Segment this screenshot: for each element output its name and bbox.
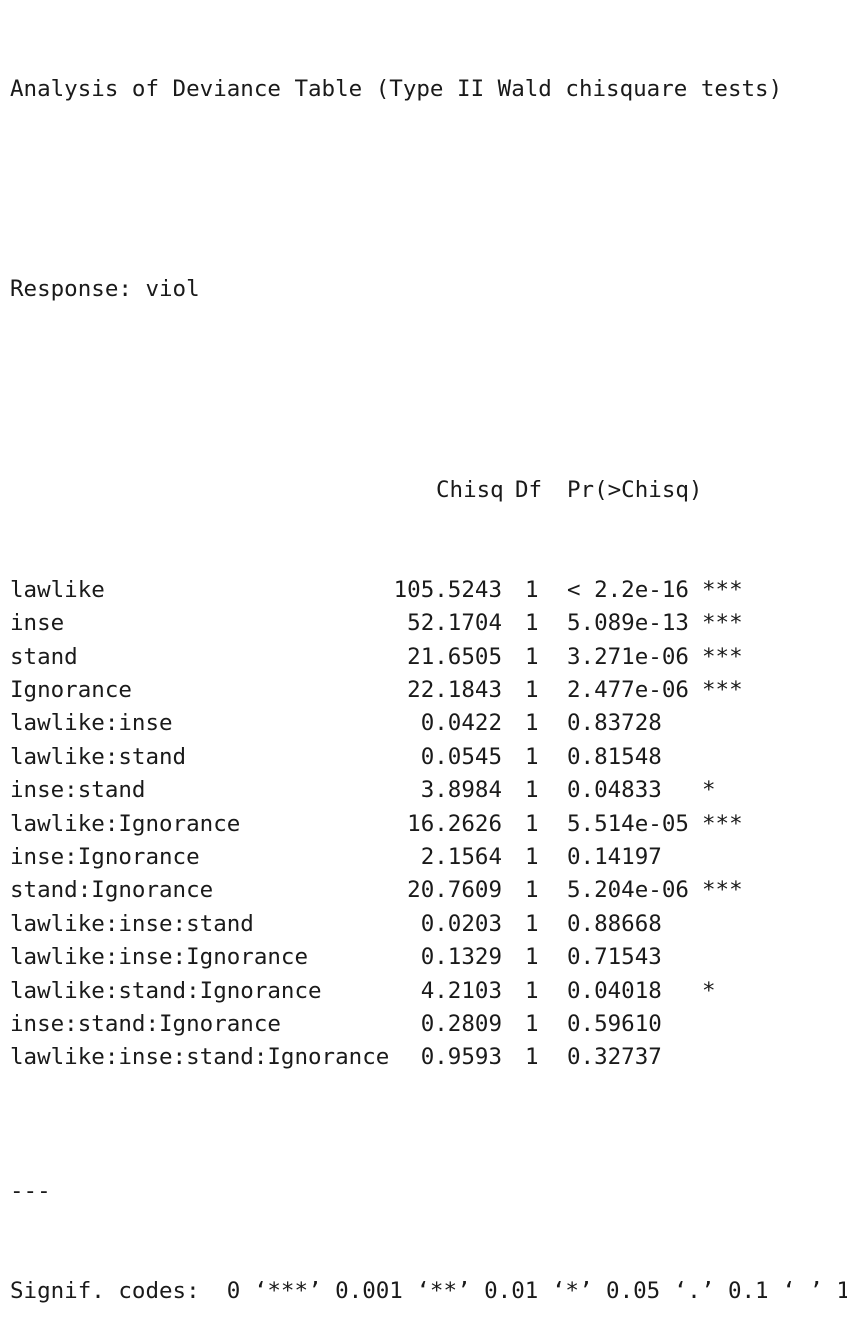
- row-significance: ***: [702, 810, 743, 837]
- row-pvalue: 2.477e-06: [567, 677, 689, 704]
- row-chisq: 0.0203: [420, 910, 502, 937]
- row-chisq: 16.2626: [407, 810, 502, 837]
- table-row: stand:Ignorance 20.7609 1 5.204e-06 ***: [10, 874, 840, 907]
- row-df: 1: [525, 677, 539, 704]
- row-pvalue: 5.204e-06: [567, 877, 689, 904]
- table-row: lawlike:inse 0.0422 1 0.83728: [10, 707, 840, 740]
- row-pvalue: 5.514e-05: [567, 810, 689, 837]
- row-chisq: 2.1564: [420, 843, 502, 870]
- row-chisq: 22.1843: [407, 677, 502, 704]
- row-chisq: 20.7609: [407, 877, 502, 904]
- table-row: lawlike:inse:Ignorance 0.1329 1 0.71543: [10, 941, 840, 974]
- row-df: 1: [525, 910, 539, 937]
- row-pvalue: < 2.2e-16: [567, 576, 689, 603]
- row-pvalue: 0.88668: [567, 910, 662, 937]
- row-significance: ***: [702, 677, 743, 704]
- row-chisq: 0.0545: [420, 743, 502, 770]
- table-row: lawlike:Ignorance 16.2626 1 5.514e-05 ***: [10, 808, 840, 841]
- row-df: 1: [525, 777, 539, 804]
- table-row: inse:stand:Ignorance 0.2809 1 0.59610: [10, 1008, 840, 1041]
- table-row: lawlike:stand:Ignorance 4.2103 1 0.04018 *: [10, 975, 840, 1008]
- header-df: Df: [515, 476, 543, 503]
- table-row: inse:Ignorance 2.1564 1 0.14197: [10, 841, 840, 874]
- row-chisq: 3.8984: [420, 777, 502, 804]
- row-term: inse:stand:Ignorance: [10, 1010, 281, 1037]
- row-pvalue: 0.14197: [567, 843, 662, 870]
- row-significance: ***: [702, 576, 743, 603]
- row-significance: ***: [702, 610, 743, 637]
- row-term: stand: [10, 643, 78, 670]
- row-pvalue: 5.089e-13: [567, 610, 689, 637]
- row-chisq: 52.1704: [407, 610, 502, 637]
- row-term: lawlike:Ignorance: [10, 810, 241, 837]
- table-row: lawlike:inse:stand 0.0203 1 0.88668: [10, 908, 840, 941]
- table-row: inse 52.1704 1 5.089e-13 ***: [10, 607, 840, 640]
- row-term: lawlike: [10, 576, 105, 603]
- row-df: 1: [525, 610, 539, 637]
- row-df: 1: [525, 843, 539, 870]
- table-header-row: Chisq Df Pr(>Chisq): [10, 474, 840, 507]
- row-chisq: 0.9593: [420, 1044, 502, 1071]
- table-title: Analysis of Deviance Table (Type II Wald…: [10, 75, 783, 102]
- row-df: 1: [525, 710, 539, 737]
- row-term: lawlike:inse: [10, 710, 173, 737]
- row-term: inse:stand: [10, 777, 146, 804]
- table-row: stand 21.6505 1 3.271e-06 ***: [10, 641, 840, 674]
- row-significance: *: [702, 777, 716, 804]
- row-pvalue: 0.04833: [567, 777, 662, 804]
- row-term: lawlike:inse:stand: [10, 910, 254, 937]
- row-df: 1: [525, 810, 539, 837]
- row-pvalue: 0.04018: [567, 977, 662, 1004]
- anova-table: Chisq Df Pr(>Chisq) lawlike 105.5243 1 < 2.…: [10, 407, 840, 1075]
- row-term: Ignorance: [10, 677, 132, 704]
- row-df: 1: [525, 944, 539, 971]
- row-pvalue: 3.271e-06: [567, 643, 689, 670]
- table-row: inse:stand 3.8984 1 0.04833 *: [10, 774, 840, 807]
- row-chisq: 21.6505: [407, 643, 502, 670]
- row-df: 1: [525, 576, 539, 603]
- row-term: stand:Ignorance: [10, 877, 214, 904]
- row-chisq: 0.0422: [420, 710, 502, 737]
- row-chisq: 0.1329: [420, 944, 502, 971]
- row-term: lawlike:inse:Ignorance: [10, 944, 309, 971]
- header-chisq: Chisq: [436, 476, 504, 503]
- table-row: lawlike 105.5243 1 < 2.2e-16 ***: [10, 574, 840, 607]
- row-chisq: 105.5243: [393, 576, 502, 603]
- separator-line: ---: [10, 1177, 51, 1204]
- row-df: 1: [525, 1044, 539, 1071]
- row-pvalue: 0.59610: [567, 1010, 662, 1037]
- row-significance: ***: [702, 643, 743, 670]
- row-term: inse:Ignorance: [10, 843, 200, 870]
- response-line: Response: viol: [10, 276, 200, 303]
- table-row: Ignorance 22.1843 1 2.477e-06 ***: [10, 674, 840, 707]
- signif-codes: Signif. codes: 0 ‘***’ 0.001 ‘**’ 0.01 ‘…: [10, 1278, 847, 1305]
- row-df: 1: [525, 1010, 539, 1037]
- row-df: 1: [525, 643, 539, 670]
- table-row: lawlike:stand 0.0545 1 0.81548: [10, 741, 840, 774]
- row-term: lawlike:stand:Ignorance: [10, 977, 322, 1004]
- row-pvalue: 0.32737: [567, 1044, 662, 1071]
- row-df: 1: [525, 877, 539, 904]
- row-significance: *: [702, 977, 716, 1004]
- header-pr: Pr(>Chisq): [567, 476, 703, 503]
- blank-line: [10, 173, 847, 206]
- row-df: 1: [525, 743, 539, 770]
- row-term: lawlike:stand: [10, 743, 187, 770]
- row-term: inse: [10, 610, 65, 637]
- row-pvalue: 0.81548: [567, 743, 662, 770]
- console-output: Analysis of Deviance Table (Type II Wald…: [10, 6, 847, 1342]
- row-chisq: 0.2809: [420, 1010, 502, 1037]
- table-row: lawlike:inse:stand:Ignorance 0.9593 1 0.327…: [10, 1041, 840, 1074]
- row-significance: ***: [702, 877, 743, 904]
- row-term: lawlike:inse:stand:Ignorance: [10, 1044, 390, 1071]
- row-pvalue: 0.71543: [567, 944, 662, 971]
- row-df: 1: [525, 977, 539, 1004]
- row-chisq: 4.2103: [420, 977, 502, 1004]
- row-pvalue: 0.83728: [567, 710, 662, 737]
